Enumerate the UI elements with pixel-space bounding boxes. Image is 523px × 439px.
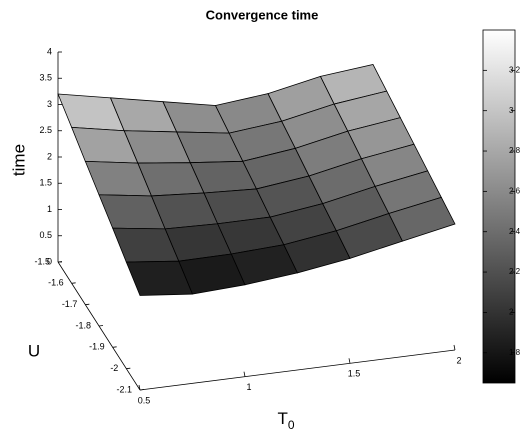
y-tick-label: -2 xyxy=(110,363,118,373)
colorbar xyxy=(482,29,516,384)
y-tick xyxy=(98,325,104,327)
x-axis xyxy=(139,349,456,391)
colorbar-tick-label: 2.4 xyxy=(509,227,521,236)
x-axis-label-main: T xyxy=(277,409,287,428)
z-tick-label: 1 xyxy=(47,204,52,214)
colorbar-tick-label: 2.6 xyxy=(509,186,521,195)
z-tick-label: 0 xyxy=(47,256,52,266)
y-tick xyxy=(85,303,90,306)
x-tick-label: 2 xyxy=(456,355,461,365)
x-tick xyxy=(243,371,246,377)
z-tick-label: 4 xyxy=(47,46,52,56)
x-tick-label: 1 xyxy=(246,382,251,392)
colorbar-tick-label: 3 xyxy=(509,106,514,115)
z-tick-label: 2.5 xyxy=(39,125,52,135)
colorbar-tick-label: 2 xyxy=(509,308,514,317)
z-tick-label: 2 xyxy=(47,151,52,161)
x-tick xyxy=(348,358,351,364)
y-tick xyxy=(139,389,145,391)
z-axis-label: time xyxy=(9,144,28,176)
y-tick-label: -1.9 xyxy=(89,342,105,352)
y-tick xyxy=(112,346,117,348)
y-tick-label: -1.8 xyxy=(75,320,91,330)
x-tick-label: 1.5 xyxy=(348,369,361,379)
y-tick xyxy=(57,261,63,263)
surface-patch xyxy=(388,196,456,242)
y-tick-label: -1.6 xyxy=(48,278,64,288)
colorbar-tick-label: 1.8 xyxy=(509,348,521,357)
x-tick xyxy=(453,344,456,351)
y-tick xyxy=(71,282,76,284)
x-axis-label: T0 xyxy=(277,409,294,432)
colorbar-tick-label: 2.8 xyxy=(509,146,521,155)
y-axis-label: U xyxy=(28,341,40,360)
y-tick-label: -1.7 xyxy=(62,299,78,309)
x-axis-label-sub: 0 xyxy=(288,418,295,432)
z-tick-label: 3 xyxy=(47,99,52,109)
x-tick xyxy=(138,384,141,391)
z-tick-label: 1.5 xyxy=(39,178,52,188)
y-tick-label: -2.1 xyxy=(116,384,132,394)
colorbar-tick-label: 3.2 xyxy=(509,65,521,74)
y-tick xyxy=(126,367,131,370)
x-tick-label: 0.5 xyxy=(138,395,151,405)
z-tick-label: 0.5 xyxy=(39,230,52,240)
colorbar-tick-label: 2.2 xyxy=(509,267,521,276)
chart-title: Convergence time xyxy=(206,7,319,22)
y-tick-label: -1.5 xyxy=(34,256,50,266)
z-tick-label: 3.5 xyxy=(39,73,52,83)
